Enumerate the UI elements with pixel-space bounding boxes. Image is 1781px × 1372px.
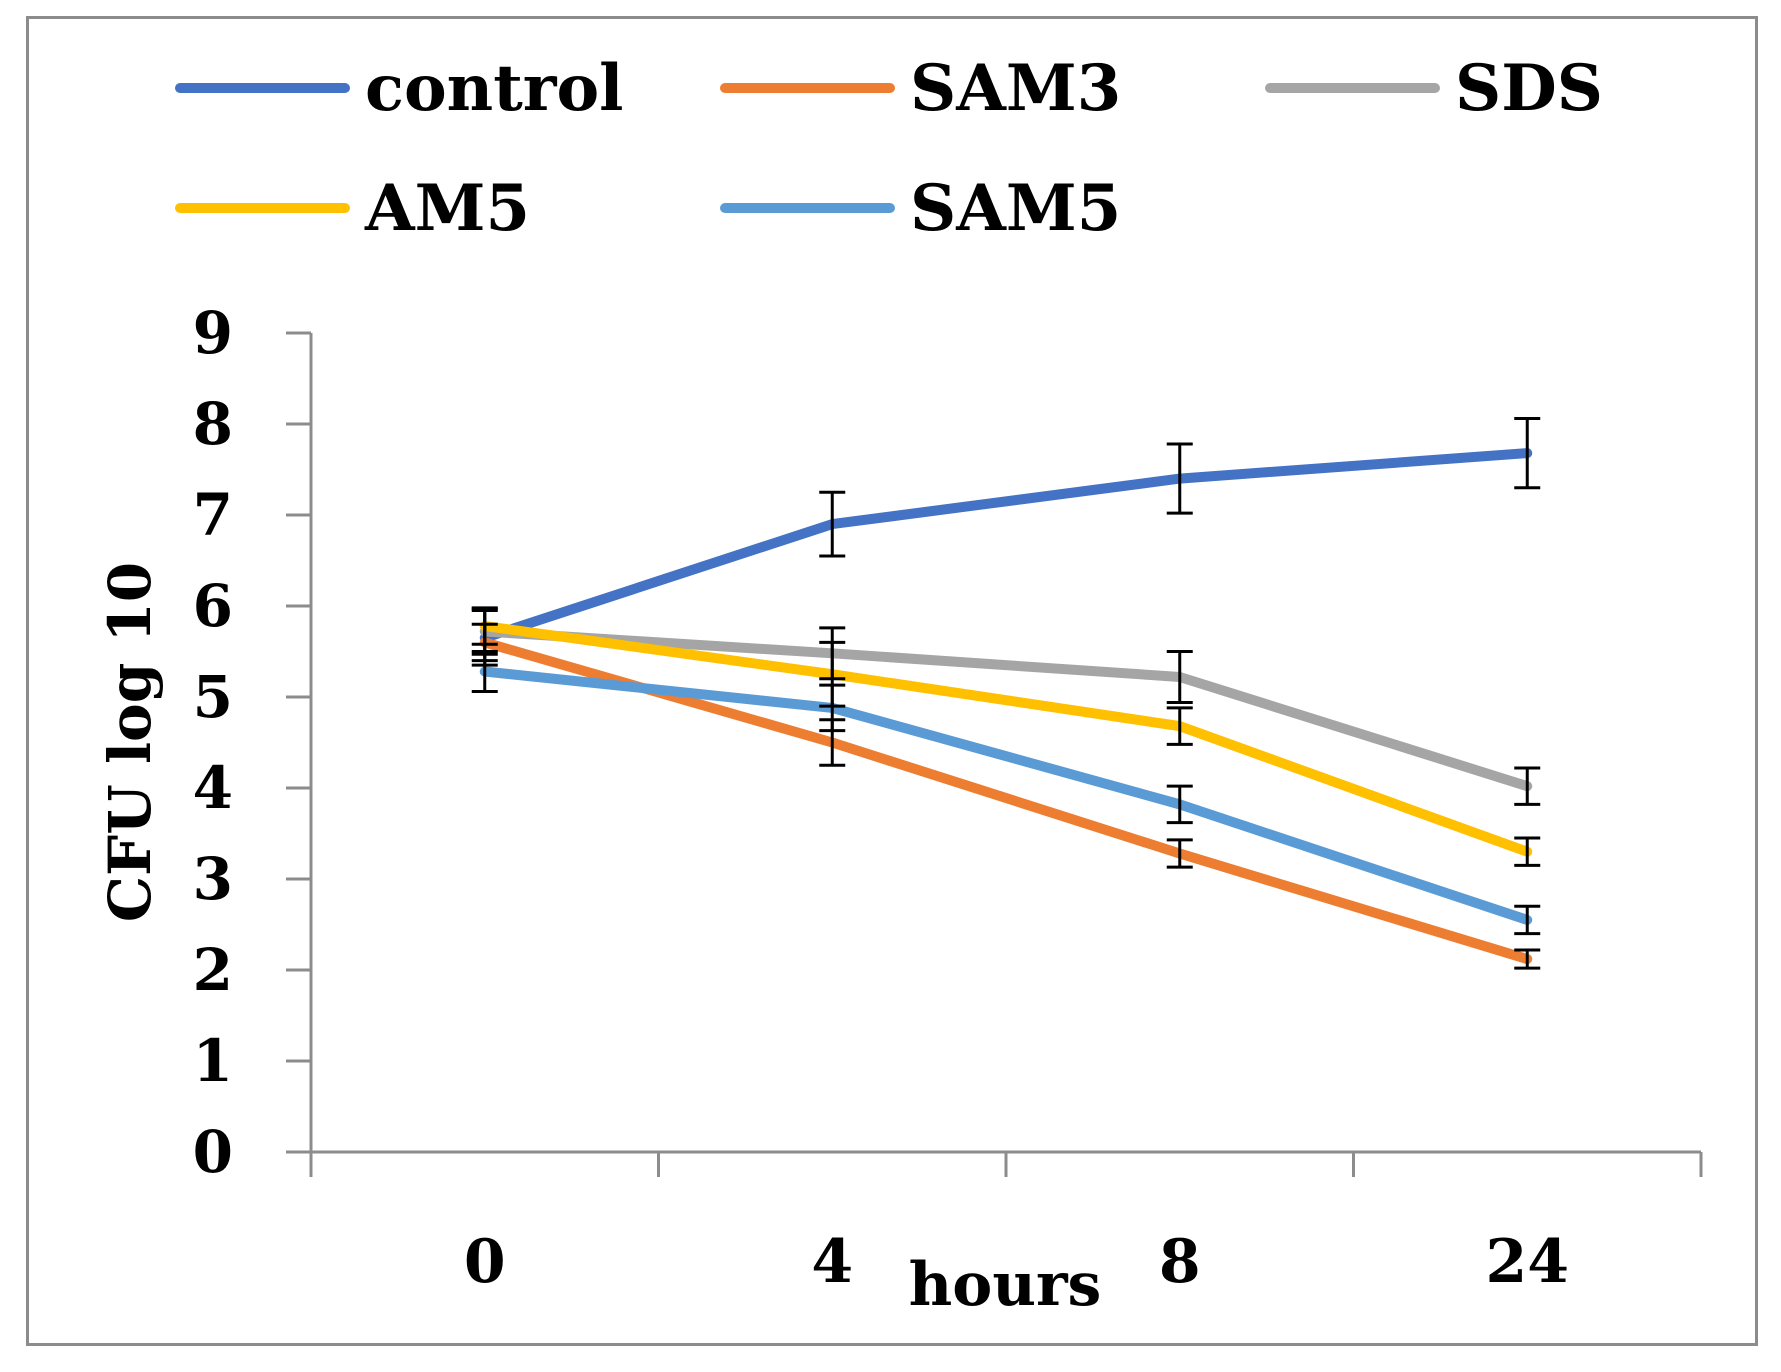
- error-bar: [1166, 442, 1193, 515]
- x-axis-label: hours: [909, 1250, 1102, 1320]
- legend-label: SAM5: [910, 171, 1121, 246]
- y-tick-labels: 0 1 2 3 4 5 6 7 8 9: [193, 299, 233, 1186]
- series-line-am5: [479, 621, 1533, 857]
- axes: [286, 331, 1703, 1177]
- y-tick-label: 7: [193, 481, 233, 549]
- legend: control SAM3 SDS AM5 SAM5: [175, 51, 1603, 246]
- y-tick-label: 1: [193, 1027, 233, 1095]
- error-bar: [1166, 706, 1193, 746]
- error-bar: [819, 490, 846, 558]
- series-line-sds: [479, 626, 1533, 792]
- legend-label: SDS: [1455, 51, 1603, 126]
- legend-label: SAM3: [910, 51, 1121, 126]
- legend-item-sam5: SAM5: [720, 171, 1121, 246]
- legend-item-sds: SDS: [1265, 51, 1603, 126]
- y-tick-label: 8: [193, 390, 233, 458]
- x-tick-label: 8: [1159, 1227, 1201, 1297]
- y-tick-label: 6: [193, 572, 233, 640]
- error-bars: [471, 417, 1541, 970]
- error-bar: [1166, 838, 1193, 869]
- error-bar: [1514, 904, 1541, 936]
- x-tick-label: 0: [464, 1227, 506, 1297]
- error-bar: [1514, 948, 1541, 970]
- x-tick-label: 24: [1486, 1227, 1570, 1297]
- series-line-sam5: [479, 666, 1533, 925]
- error-bar: [1166, 650, 1193, 704]
- error-bar: [1514, 417, 1541, 490]
- x-tick-labels: 0 4 8 24: [464, 1227, 1569, 1297]
- error-bar: [819, 683, 846, 733]
- error-bar: [471, 606, 498, 646]
- error-bar: [1166, 784, 1193, 825]
- series-lines: [479, 448, 1533, 965]
- series-line-control: [479, 448, 1533, 643]
- legend-label: control: [365, 51, 623, 126]
- y-tick-label: 4: [193, 754, 233, 822]
- y-tick-label: 0: [193, 1118, 233, 1186]
- error-bar: [1514, 836, 1541, 867]
- y-tick-label: 3: [193, 845, 233, 913]
- legend-item-sam3: SAM3: [720, 51, 1121, 126]
- error-bar: [1514, 766, 1541, 806]
- y-axis-label: CFU log 10: [96, 562, 164, 922]
- y-tick-label: 9: [193, 299, 233, 367]
- legend-item-am5: AM5: [175, 171, 530, 246]
- error-bar: [471, 650, 498, 694]
- y-tick-label: 2: [193, 936, 233, 1004]
- y-tick-label: 5: [193, 663, 233, 731]
- legend-item-control: control: [175, 51, 623, 126]
- legend-label: AM5: [364, 171, 530, 246]
- x-tick-label: 4: [811, 1227, 853, 1297]
